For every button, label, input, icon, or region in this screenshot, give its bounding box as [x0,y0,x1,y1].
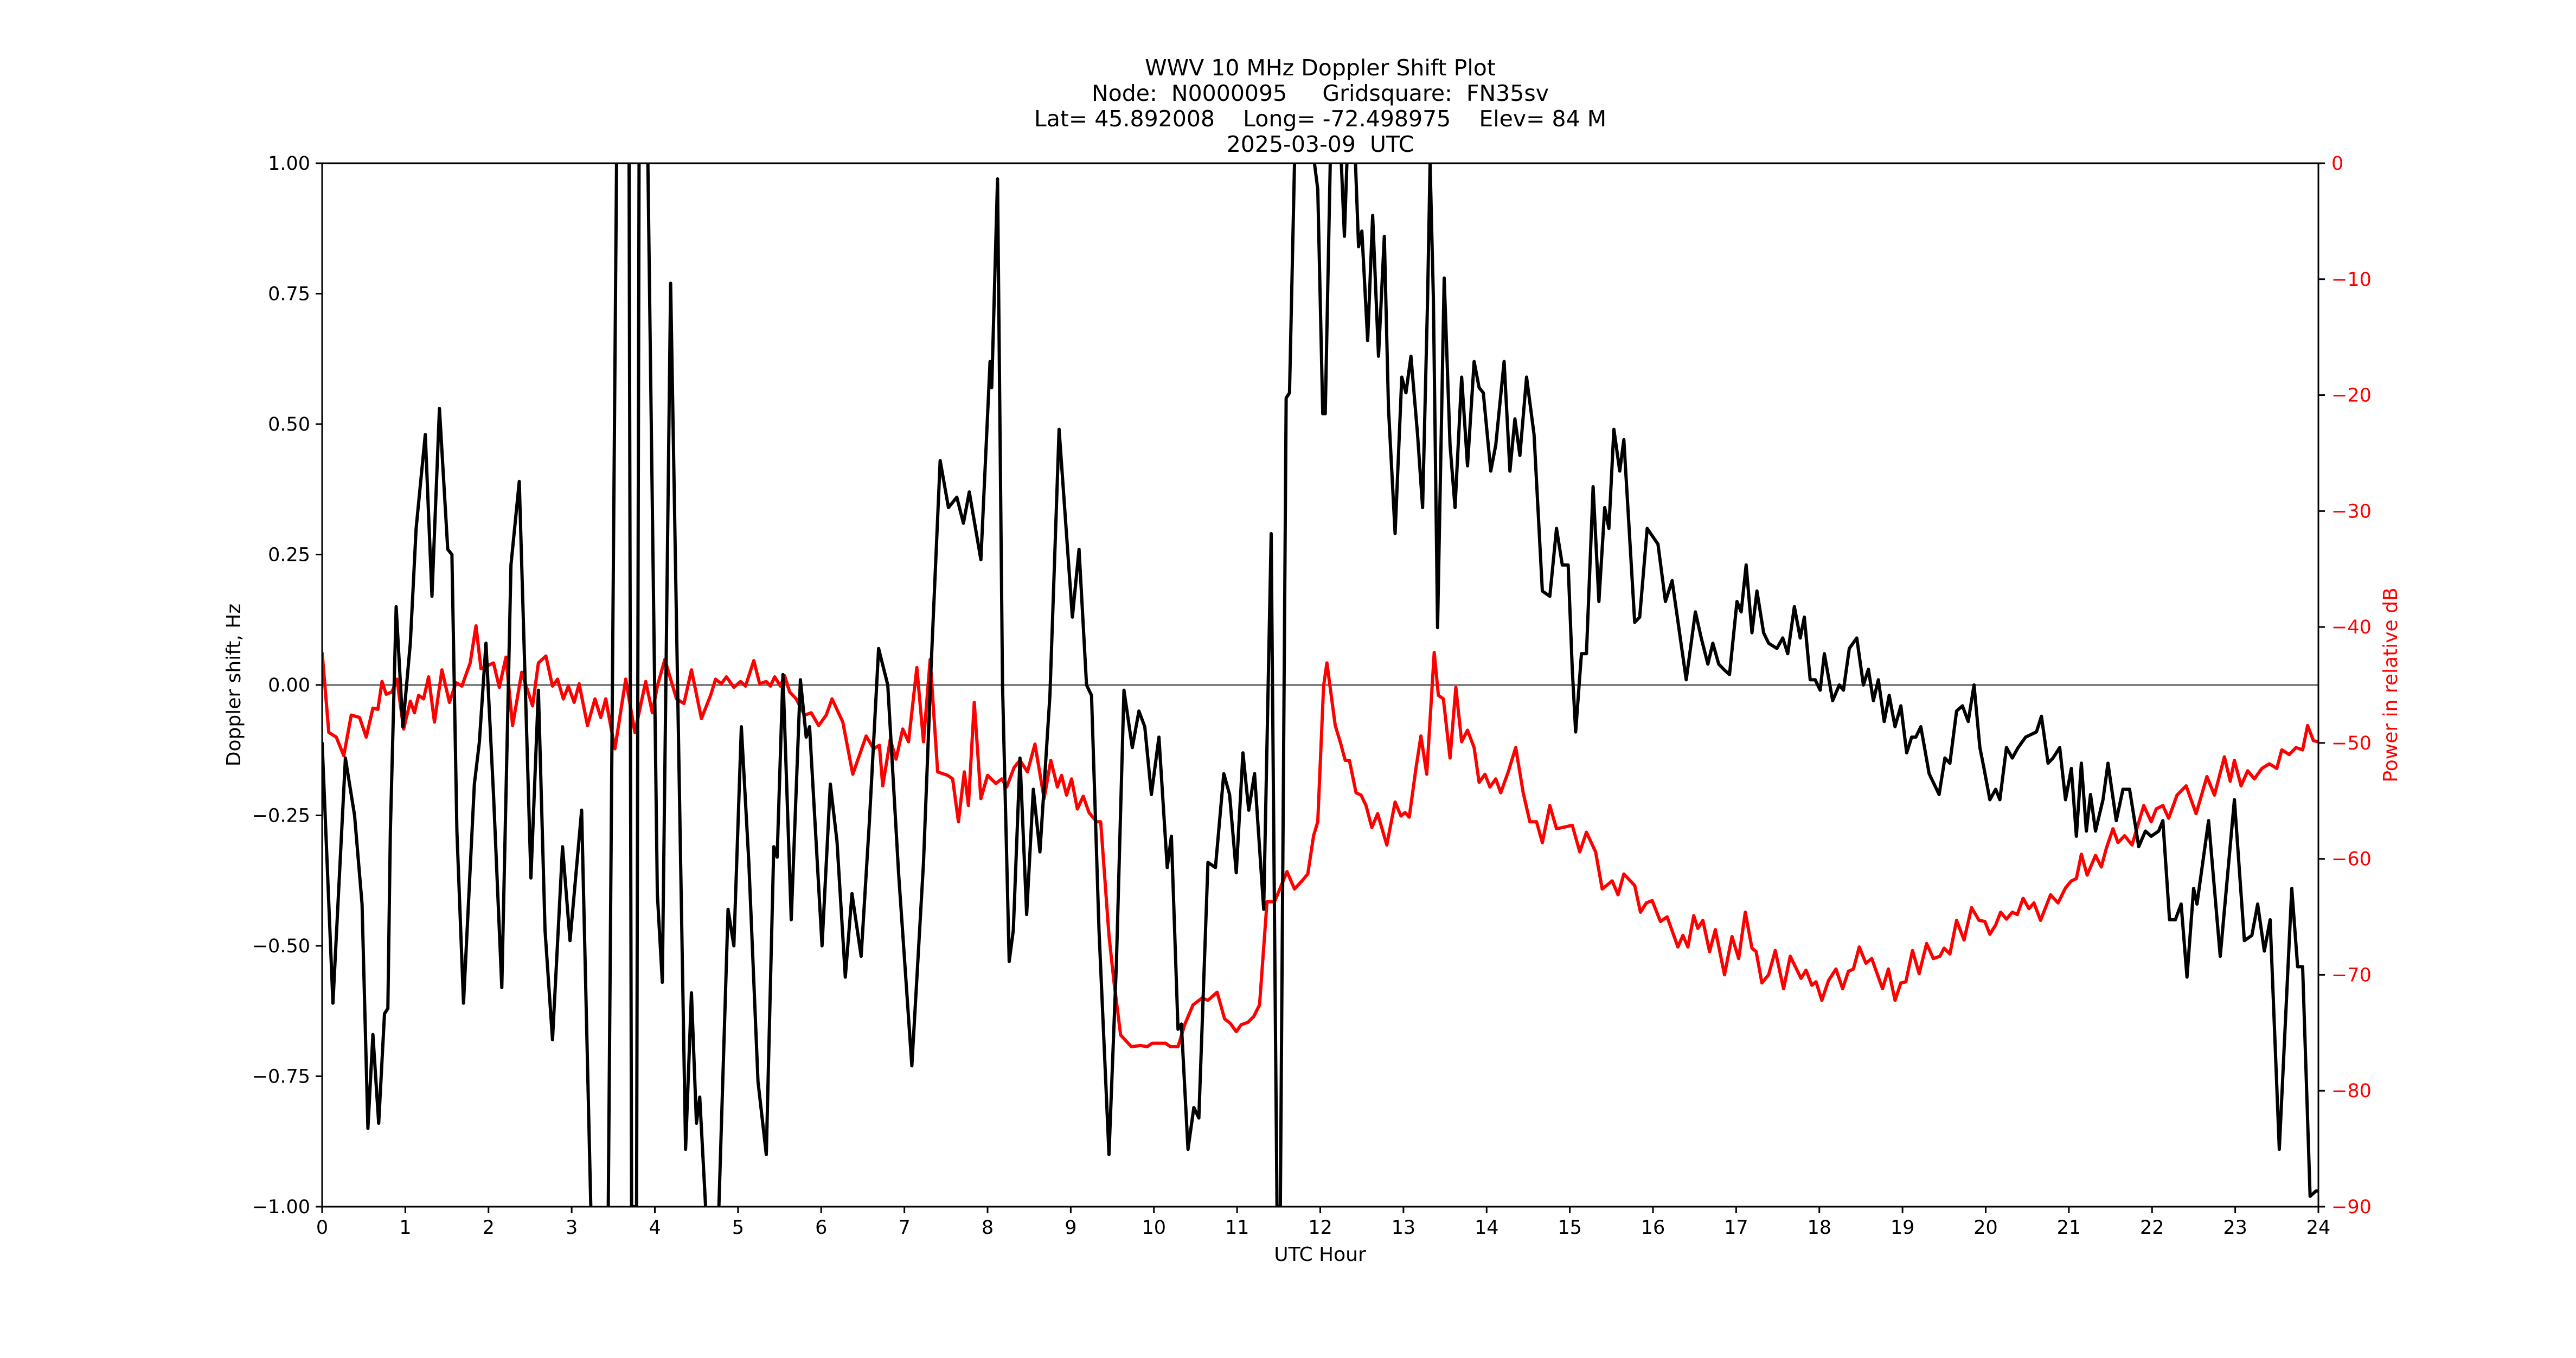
x-tick-label: 9 [1065,1217,1076,1239]
power-series-line [322,624,2318,1048]
y2-tick-label: −40 [2331,617,2372,638]
y2-tick-label: −20 [2331,385,2372,407]
y-tick-label: −0.50 [252,936,310,957]
x-tick-label: 10 [1142,1217,1166,1239]
x-tick-label: 19 [1891,1217,1915,1239]
y2-tick-label: 0 [2331,153,2343,175]
y-tick-label: 0.00 [268,675,310,696]
x-tick-label: 5 [732,1217,744,1239]
x-tick-label: 3 [566,1217,578,1239]
chart-subtitle-location: Lat= 45.892008 Long= -72.498975 Elev= 84… [1034,106,1607,132]
x-tick-label: 8 [982,1217,994,1239]
x-tick-label: 1 [399,1217,411,1239]
x-axis-ticks: 0 1 2 3 4 5 6 7 8 9 10 11 12 13 14 15 16 17 18 19 20 21 22 23 24 [316,1207,2330,1239]
x-tick-label: 6 [815,1217,827,1239]
y2-tick-label: −30 [2331,501,2372,522]
x-tick-label: 2 [483,1217,495,1239]
x-axis-label: UTC Hour [1274,1244,1366,1266]
x-tick-label: 13 [1392,1217,1416,1239]
chart-title-block: WWV 10 MHz Doppler Shift Plot Node: N000… [322,55,2318,157]
x-tick-label: 17 [1724,1217,1748,1239]
x-tick-label: 0 [316,1217,328,1239]
y-axis-left-ticks: −1.00 −0.75 −0.50 −0.25 0.00 0.25 0.50 0.75 1.00 [252,153,322,1218]
x-tick-label: 20 [1973,1217,1998,1239]
x-tick-label: 18 [1807,1217,1831,1239]
y-axis-right-ticks: 0 −10 −20 −30 −40 −50 −60 −70 −80 −90 [2318,153,2372,1218]
x-tick-label: 4 [649,1217,661,1239]
x-tick-label: 21 [2057,1217,2081,1239]
y-tick-label: 0.25 [268,545,310,566]
x-tick-label: 12 [1308,1217,1332,1239]
x-tick-label: 23 [2223,1217,2247,1239]
chart-title: WWV 10 MHz Doppler Shift Plot [1145,55,1496,81]
y-axis-left-label: Doppler shift, Hz [223,604,245,766]
chart-subtitle-date: 2025-03-09 UTC [1226,131,1414,157]
y-tick-label: 0.50 [268,414,310,435]
y2-tick-label: −50 [2331,733,2372,754]
y-tick-label: −0.75 [252,1066,310,1088]
y-tick-label: 1.00 [268,153,310,175]
chart-subtitle-node: Node: N0000095 Gridsquare: FN35sv [1092,80,1549,106]
x-tick-label: 11 [1225,1217,1249,1239]
x-tick-label: 15 [1558,1217,1582,1239]
y-tick-label: −1.00 [252,1196,310,1218]
x-tick-label: 16 [1641,1217,1665,1239]
y2-tick-label: −60 [2331,849,2372,870]
y-tick-label: 0.75 [268,284,310,305]
doppler-series-line [322,163,2318,1207]
y2-tick-label: −80 [2331,1080,2372,1102]
y2-tick-label: −10 [2331,269,2372,291]
y-tick-label: −0.25 [252,805,310,827]
y2-tick-label: −90 [2331,1196,2372,1218]
y-axis-right-label: Power in relative dB [2380,587,2402,782]
x-tick-label: 22 [2140,1217,2164,1239]
y2-tick-label: −70 [2331,964,2372,986]
x-tick-label: 7 [898,1217,910,1239]
x-tick-label: 14 [1475,1217,1499,1239]
x-tick-label: 24 [2306,1217,2331,1239]
